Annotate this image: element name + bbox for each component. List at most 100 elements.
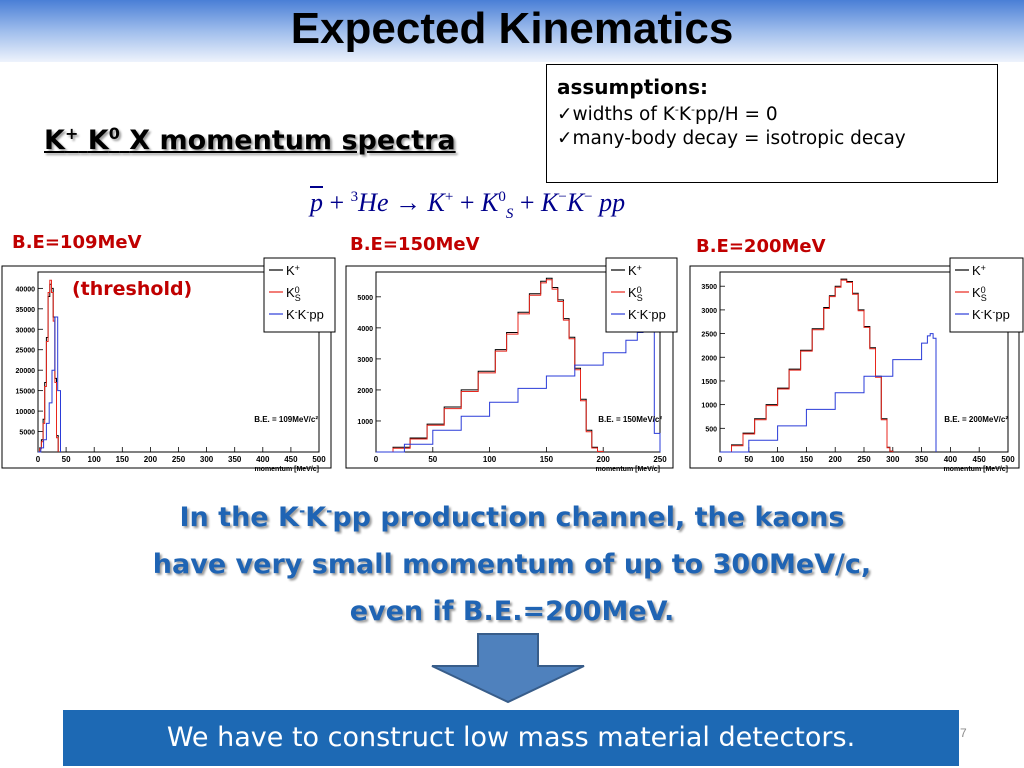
- x-tick-label: 350: [915, 455, 929, 464]
- legend-label-part: pp: [995, 307, 1009, 322]
- eq-k: K: [427, 188, 445, 217]
- message-line3: even if B.E.=200MeV.: [349, 596, 675, 627]
- legend-label: K0 S: [628, 285, 643, 303]
- legend-label-part: -: [306, 307, 309, 317]
- legend-label-part: K: [286, 285, 295, 300]
- x-tick-label: 0: [36, 455, 41, 464]
- eq-kminus: K: [566, 188, 585, 217]
- minus-sup: -: [326, 502, 333, 520]
- x-tick-label: 250: [172, 455, 186, 464]
- legend-label: K-K-pp: [628, 307, 666, 322]
- eq-plus: +: [459, 188, 475, 217]
- assumption-widths: ✓widths of K-K-pp/H = 0: [557, 103, 987, 125]
- conclusion-message: In the K-K-pp production channel, the ka…: [100, 488, 924, 635]
- legend-label-part: pp: [651, 307, 665, 322]
- eq-kminus: K: [541, 188, 559, 217]
- legend-label-part: K: [628, 307, 637, 322]
- eq-kminus-charge: −: [558, 189, 567, 205]
- legend-label-part: K: [286, 307, 295, 322]
- x-tick-label: 500: [312, 455, 326, 464]
- x-tick-label: 300: [886, 455, 900, 464]
- k-zero-charge: 0: [108, 124, 120, 143]
- x-tick-label: 300: [200, 455, 214, 464]
- conclusion-banner: We have to construct low mass material d…: [63, 710, 959, 766]
- x-tick-label: 200: [829, 455, 843, 464]
- histogram-be109: 0 50 100 150 200 250 300 350 400 450 500 5000 10000 1…: [1, 257, 336, 473]
- x-tick-label: 400: [256, 455, 270, 464]
- legend-label-part: -: [981, 307, 984, 317]
- legend-label: K+: [972, 263, 986, 278]
- be-150-label: B.E=150MeV: [350, 234, 480, 255]
- legend-label-part: K: [972, 307, 981, 322]
- series-ks0-histogram: [38, 279, 59, 453]
- x-tick-label: 50: [744, 455, 753, 464]
- x-tick-label: 50: [428, 455, 437, 464]
- histogram-be200: 0 50 100 150 200 250 300 350 400 450 500 500 1000 150…: [689, 257, 1024, 473]
- legend-label-part: -: [992, 307, 995, 317]
- down-arrow-icon: [431, 633, 585, 704]
- eq-arrow: →: [395, 188, 421, 217]
- x-tick-label: 250: [653, 455, 667, 464]
- legend-label-part: K: [628, 285, 637, 300]
- k-zero: K: [87, 125, 109, 156]
- eq-ks-sub: S: [505, 206, 514, 222]
- legend-label-part: -: [648, 307, 651, 317]
- checkmark-icon: ✓: [557, 104, 573, 126]
- legend-label: K+: [628, 263, 642, 278]
- legend-label-part: K: [640, 307, 649, 322]
- legend-label-part: K: [984, 307, 993, 322]
- x-tick-label: 200: [597, 455, 611, 464]
- message-line2: have very small momentum of up to 300MeV…: [152, 549, 872, 580]
- he-mass-number: 3: [350, 189, 359, 205]
- legend-label-part: S: [637, 293, 643, 303]
- minus-sup: -: [674, 103, 679, 116]
- x-tick-label: 500: [1001, 455, 1015, 464]
- heading-rest: X momentum spectra: [129, 125, 456, 156]
- x-tick-label: 100: [88, 455, 102, 464]
- series-ks0-histogram: [720, 279, 894, 453]
- legend-label: K+: [286, 263, 300, 278]
- minus-sup: -: [691, 103, 695, 116]
- x-tick-label: 150: [800, 455, 814, 464]
- legend-label: K0 S: [286, 285, 301, 303]
- assumption-decay-text: many-body decay = isotropic decay: [572, 128, 906, 150]
- eq-ks-charge: 0: [498, 189, 506, 205]
- legend-label-part: K: [972, 285, 981, 300]
- k-plus: K: [44, 125, 65, 156]
- be-109-label: B.E=109MeV: [12, 232, 142, 253]
- series-kkpp-histogram: [38, 316, 61, 453]
- assumption-widths-text: widths of K: [572, 104, 675, 126]
- y-tick-label: 3000: [357, 357, 373, 364]
- legend-label-part: pp: [309, 307, 323, 322]
- y-tick-label: 2000: [357, 388, 373, 395]
- x-axis-label: momentum [MeV/c]: [943, 466, 1008, 473]
- message-line1a: In the K: [179, 502, 299, 533]
- binding-energy-note: B.E. = 200MeV/c²: [944, 415, 1008, 424]
- legend-label-part: K: [286, 263, 295, 278]
- eq-plus: +: [329, 188, 345, 217]
- assumption-widths-end: pp/H = 0: [694, 104, 778, 126]
- spectra-heading: K+ K0 X momentum spectra: [44, 124, 456, 156]
- eq-plus: +: [519, 188, 535, 217]
- y-tick-label: 1000: [357, 419, 373, 426]
- x-tick-label: 100: [771, 455, 785, 464]
- plot-area: [375, 271, 661, 453]
- x-tick-label: 0: [374, 455, 379, 464]
- x-tick-label: 0: [718, 455, 723, 464]
- y-tick-label: 30000: [16, 327, 36, 334]
- legend-label-part: 0: [981, 285, 986, 295]
- eq-k-charge: +: [444, 189, 454, 205]
- message-line1c: pp production channel, the kaons: [332, 502, 845, 533]
- x-tick-label: 200: [144, 455, 158, 464]
- y-tick-label: 1000: [701, 403, 717, 410]
- y-tick-label: 3500: [701, 284, 717, 291]
- be-200-label: B.E=200MeV: [696, 236, 826, 257]
- binding-energy-note: B.E. = 109MeV/c²: [254, 415, 318, 424]
- legend-label-part: 0: [637, 285, 642, 295]
- x-tick-label: 450: [973, 455, 987, 464]
- assumption-widths-k: K: [678, 104, 691, 126]
- legend-label-part: -: [295, 307, 298, 317]
- y-tick-label: 5000: [357, 295, 373, 302]
- minus-sup: -: [298, 502, 306, 520]
